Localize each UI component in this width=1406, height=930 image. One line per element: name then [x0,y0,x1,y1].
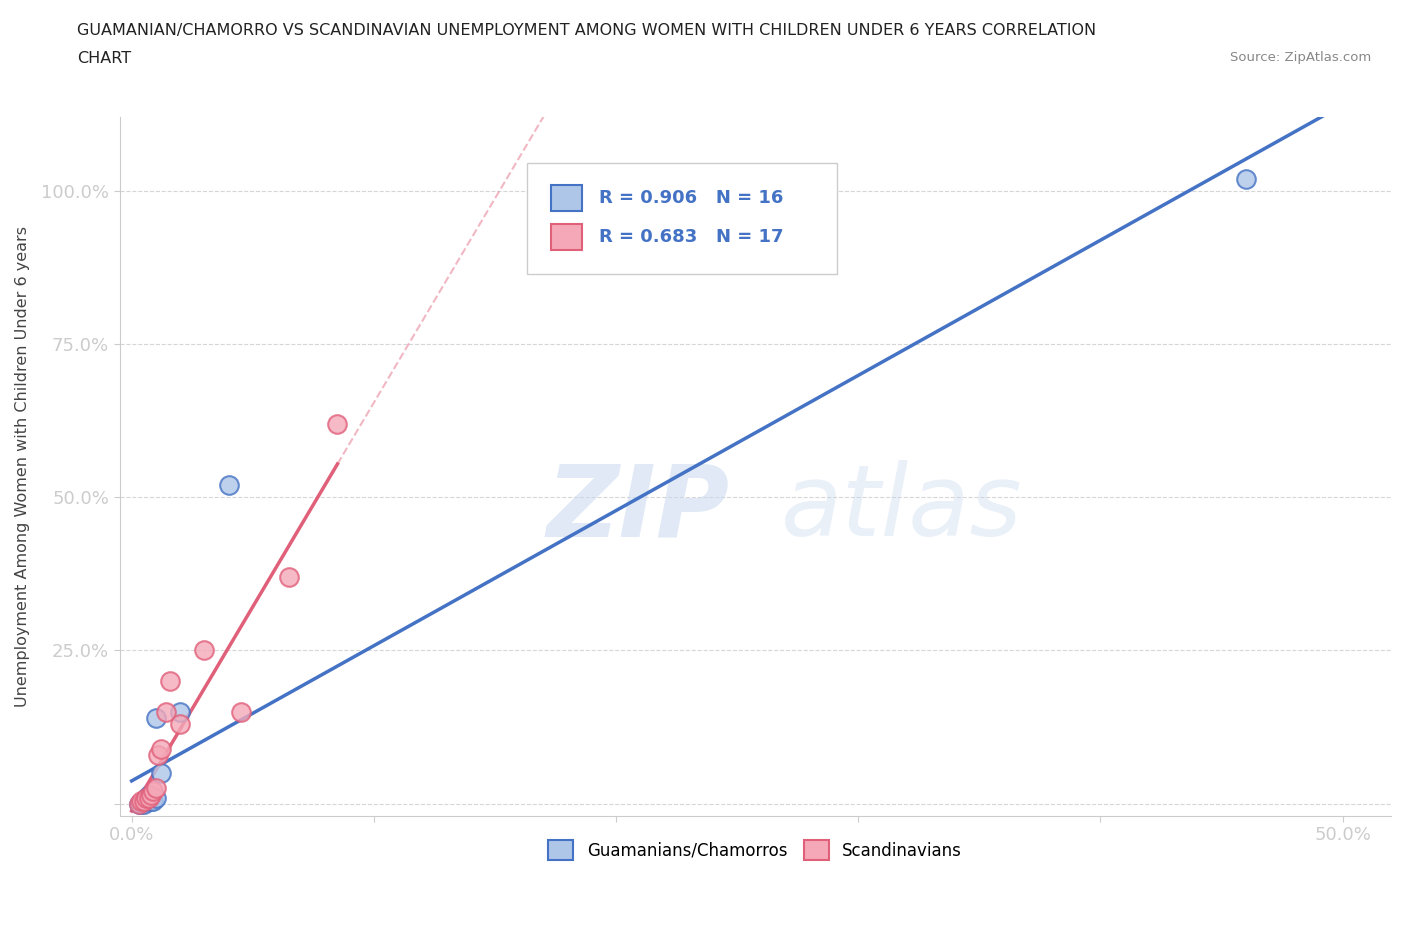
Text: Source: ZipAtlas.com: Source: ZipAtlas.com [1230,51,1371,64]
Point [135,790,157,805]
Point [169,704,191,719]
Point [326,417,349,432]
Y-axis label: Unemployment Among Women with Children Under 6 years: Unemployment Among Women with Children U… [15,226,30,707]
Point [142,793,165,808]
Text: R = 0.906   N = 16: R = 0.906 N = 16 [599,189,783,207]
Point [139,793,162,808]
Point [128,796,150,811]
Point [138,787,160,802]
Point [138,790,160,805]
Point [138,790,160,805]
Legend: Guamanians/Chamorros, Scandinavians: Guamanians/Chamorros, Scandinavians [541,833,969,867]
Text: atlas: atlas [780,460,1022,557]
Point [145,781,167,796]
Point [278,569,301,584]
Point [135,793,157,808]
Text: GUAMANIAN/CHAMORRO VS SCANDINAVIAN UNEMPLOYMENT AMONG WOMEN WITH CHILDREN UNDER : GUAMANIAN/CHAMORRO VS SCANDINAVIAN UNEMP… [77,23,1097,38]
Point [139,787,162,802]
Point [218,478,240,493]
Point [1234,171,1257,186]
Point [131,793,153,808]
Point [193,643,215,658]
Point [135,790,157,805]
Point [132,793,155,808]
Point [159,673,181,688]
Point [142,784,165,799]
Text: ZIP: ZIP [547,460,730,557]
Point [149,741,172,756]
Point [155,704,177,719]
Text: CHART: CHART [77,51,131,66]
Point [229,704,252,719]
Point [132,793,155,808]
Point [145,790,167,805]
Point [131,796,153,811]
Text: R = 0.683   N = 17: R = 0.683 N = 17 [599,228,783,246]
Point [145,711,167,725]
Point [128,796,150,811]
Point [148,747,170,762]
Point [132,796,155,811]
Point [169,717,191,732]
Point [149,765,172,780]
